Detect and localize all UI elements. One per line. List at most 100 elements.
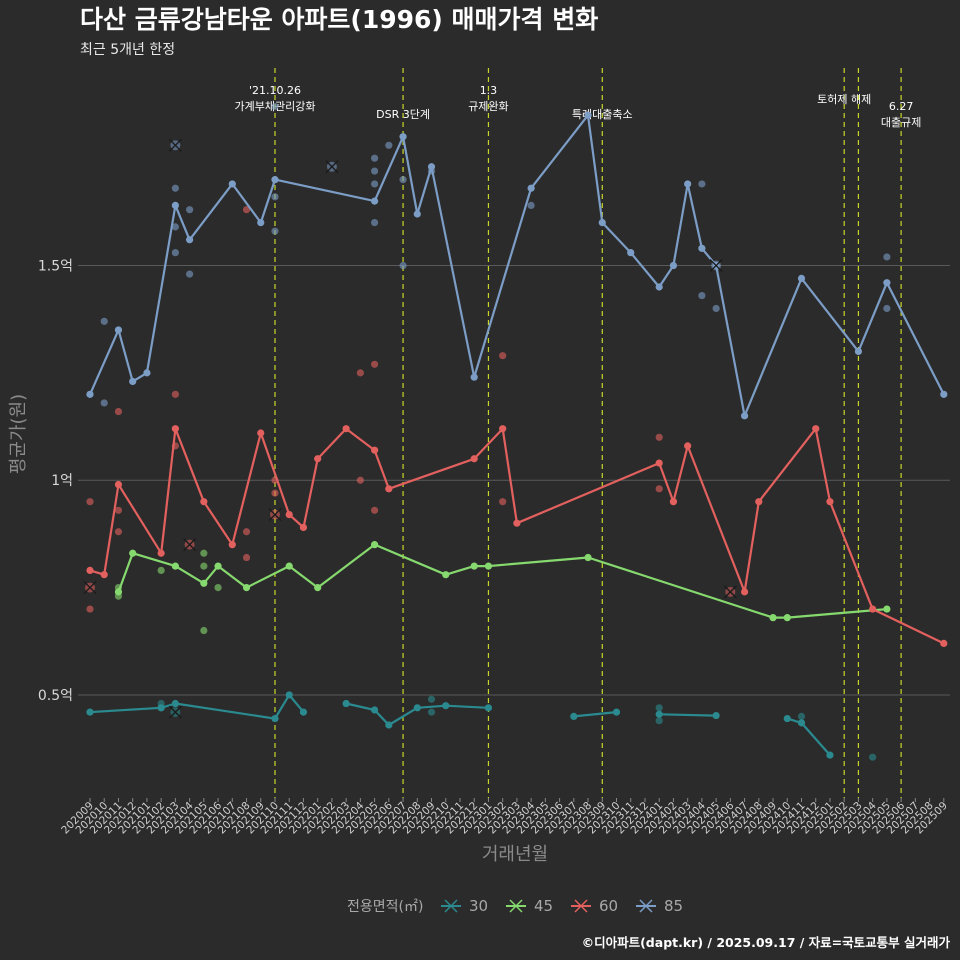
legend-label: 30	[469, 897, 488, 915]
data-point	[186, 206, 194, 214]
series-layer	[83, 103, 948, 761]
data-point	[86, 605, 94, 613]
data-point	[385, 721, 393, 729]
data-point	[371, 197, 379, 205]
data-point	[285, 691, 293, 699]
data-point	[499, 352, 507, 360]
data-point	[171, 249, 179, 257]
data-point	[214, 583, 222, 592]
data-point	[200, 498, 208, 506]
data-point	[143, 369, 151, 377]
data-point	[271, 227, 279, 235]
data-point	[186, 270, 194, 278]
data-point	[114, 528, 123, 536]
data-point	[186, 236, 194, 244]
legend-item-30: 30	[441, 897, 488, 915]
event-markers: '21.10.26가계부채관리강화DSR 3단계1.3규제완화특례대출축소토허제…	[235, 68, 921, 798]
data-point	[399, 261, 407, 270]
event-label: 1.3 규제완화	[468, 84, 508, 113]
legend-label: 45	[534, 897, 553, 915]
data-point	[427, 163, 436, 171]
series-line	[89, 693, 305, 720]
series-line	[573, 711, 617, 718]
data-point	[655, 717, 663, 725]
data-point	[684, 180, 692, 188]
data-point	[171, 390, 179, 398]
series-45	[114, 541, 891, 635]
y-tick-label: 1.5억	[38, 259, 73, 275]
x-axis-label: 거래년월	[482, 844, 548, 865]
data-point	[114, 480, 123, 489]
data-point	[655, 433, 663, 441]
data-point	[655, 710, 663, 718]
cross-stroke	[709, 259, 723, 272]
legend-cross	[509, 899, 523, 913]
data-point	[755, 498, 763, 506]
data-point	[214, 562, 222, 570]
data-point	[257, 429, 265, 437]
series-30	[86, 691, 877, 761]
data-point	[114, 588, 123, 596]
data-point	[399, 176, 407, 184]
data-point	[242, 528, 251, 536]
data-point	[86, 390, 94, 398]
data-point	[228, 180, 236, 188]
y-axis-label: 평균가(원)	[8, 394, 29, 474]
data-point	[86, 566, 94, 575]
outlier-cross	[183, 538, 197, 552]
data-point	[655, 485, 663, 493]
data-point	[242, 553, 251, 562]
data-point	[129, 549, 137, 557]
data-point	[655, 704, 663, 712]
data-point	[271, 176, 279, 184]
data-point	[584, 111, 592, 119]
data-point	[271, 103, 279, 111]
data-point	[740, 412, 749, 420]
data-point	[314, 583, 322, 592]
cross-stroke	[325, 160, 339, 174]
data-point	[171, 184, 179, 192]
event-label: 토허제 해제	[817, 92, 871, 106]
data-point	[712, 711, 720, 720]
data-point	[299, 708, 308, 716]
data-point	[299, 523, 308, 532]
data-point	[371, 446, 379, 454]
data-point	[698, 291, 706, 300]
data-point	[598, 218, 606, 227]
data-point	[371, 218, 379, 227]
outlier-cross	[709, 259, 723, 272]
data-point	[499, 425, 507, 433]
data-point	[655, 283, 663, 291]
outlier-cross	[325, 160, 339, 174]
data-point	[783, 714, 791, 723]
data-point	[356, 369, 364, 377]
legend-cross	[574, 899, 588, 913]
legend-item-45: 45	[506, 897, 553, 915]
data-point	[114, 326, 123, 334]
data-point	[413, 210, 421, 218]
data-point	[797, 719, 806, 727]
data-point	[826, 751, 834, 759]
data-point	[285, 510, 293, 519]
series-60	[83, 206, 948, 648]
outlier-cross	[168, 138, 182, 152]
data-point	[812, 425, 820, 433]
event-label: DSR 3단계	[376, 108, 430, 121]
legend-item-85: 85	[636, 897, 683, 915]
data-point	[171, 425, 179, 433]
data-point	[157, 549, 165, 557]
chart-subtitle: 최근 5개년 한정	[80, 42, 175, 58]
data-point	[712, 304, 720, 313]
data-point	[698, 244, 706, 252]
legend-label: 85	[664, 897, 683, 915]
data-point	[442, 702, 450, 710]
data-point	[314, 455, 322, 463]
data-point	[200, 562, 208, 570]
data-point	[86, 708, 94, 716]
data-point	[655, 459, 663, 467]
data-point	[627, 249, 635, 257]
data-point	[86, 498, 94, 506]
data-point	[385, 485, 393, 493]
data-point	[371, 360, 379, 368]
outlier-cross	[83, 581, 97, 595]
